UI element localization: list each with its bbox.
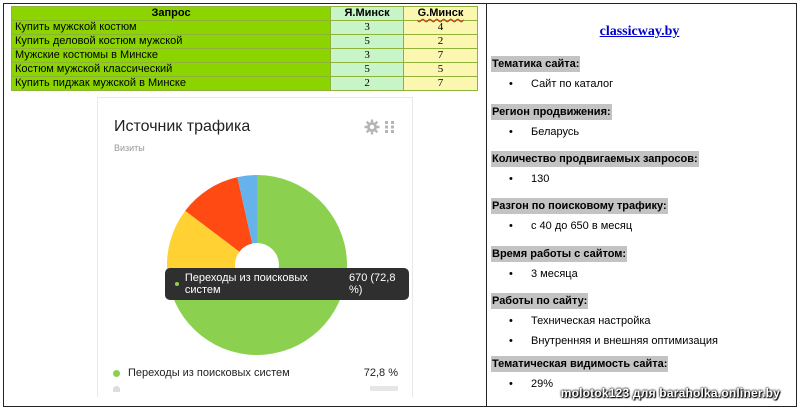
google-position-cell: 5	[403, 62, 478, 77]
gear-icon[interactable]	[364, 119, 380, 135]
section-list: с 40 до 650 в месяц	[491, 218, 668, 234]
section-traffic-growth: Разгон по поисковому трафику: с 40 до 65…	[491, 198, 668, 238]
section-visibility: Тематическая видимость сайта: 29%	[491, 356, 669, 396]
watermark: molotok123 для baraholka.onliner.by	[560, 386, 780, 400]
pie-slice-3[interactable]	[237, 175, 257, 244]
legend-color-dot	[113, 369, 120, 377]
table-row: Купить пиджак мужской в Минске 2 7	[10, 76, 478, 91]
table-row: Мужские костюмы в Минске 3 7	[10, 48, 478, 63]
list-item: 29%	[491, 376, 668, 392]
site-link[interactable]: classicway.by	[599, 24, 680, 39]
list-item: Сайт по каталог	[491, 76, 613, 92]
widget-title: Источник трафика	[114, 118, 251, 135]
table-row: Купить мужской костюм 3 4	[10, 20, 478, 35]
yandex-position-cell: 5	[330, 34, 405, 49]
list-item: Техническая настройка	[491, 313, 718, 329]
table-row: Купить деловой костюм мужской 5 2	[10, 34, 478, 49]
list-item: Беларусь	[491, 124, 612, 140]
query-cell: Костюм мужской классический	[10, 62, 332, 77]
section-query-count: Количество продвигаемых запросов: 130	[491, 151, 699, 191]
section-list: 130	[491, 171, 699, 187]
tooltip-label: Переходы из поисковых систем	[184, 272, 308, 296]
section-topic: Тематика сайта: Сайт по каталог	[491, 56, 613, 96]
query-cell: Купить мужской костюм	[10, 20, 332, 35]
legend-color-dot	[113, 386, 120, 392]
list-item: с 40 до 650 в месяц	[491, 218, 668, 234]
list-item: 3 месяца	[491, 266, 627, 282]
traffic-source-widget: Источник трафика Визиты	[97, 97, 413, 397]
table-row: Костюм мужской классический 5 5	[10, 62, 478, 77]
traffic-pie-chart	[167, 175, 347, 355]
keyword-positions-table: Запрос Я.Минск G.Минск Купить мужской ко…	[10, 6, 478, 91]
drag-handle-icon[interactable]	[385, 121, 395, 133]
list-item: Внутренняя и внешняя оптимизация	[491, 333, 718, 349]
pie-slice-1[interactable]	[167, 210, 240, 278]
widget-subtitle: Визиты	[114, 143, 145, 153]
google-position-cell: 7	[403, 76, 478, 91]
header-google-minsk: G.Минск	[403, 6, 478, 21]
pie-slice-2[interactable]	[185, 177, 253, 252]
section-heading: Тематическая видимость сайта:	[491, 356, 669, 372]
yandex-position-cell: 3	[330, 20, 405, 35]
section-list: 3 месяца	[491, 266, 627, 282]
google-position-cell: 2	[403, 34, 478, 49]
yandex-position-cell: 5	[330, 62, 405, 77]
list-item: 130	[491, 171, 699, 187]
section-heading: Регион продвижения:	[491, 104, 612, 120]
header-query: Запрос	[10, 6, 332, 21]
query-cell: Мужские костюмы в Минске	[10, 48, 332, 63]
header-google-minsk-label: G.Минск	[417, 7, 464, 19]
legend-value: 72,8 %	[363, 367, 398, 379]
section-region: Регион продвижения: Беларусь	[491, 104, 612, 144]
section-heading: Время работы с сайтом:	[491, 246, 628, 262]
query-cell: Купить пиджак мужской в Минске	[10, 76, 332, 91]
report-frame	[3, 3, 797, 407]
query-cell: Купить деловой костюм мужской	[10, 34, 332, 49]
section-list: Техническая настройка Внутренняя и внешн…	[491, 313, 718, 349]
section-site-work: Работы по сайту: Техническая настройка В…	[491, 293, 718, 353]
section-list: 29%	[491, 376, 668, 392]
legend-value-cut-off	[370, 386, 398, 391]
chart-tooltip: Переходы из поисковых систем 670 (72,8 %…	[165, 268, 409, 300]
legend-label: Переходы из поисковых систем	[128, 367, 290, 379]
yandex-position-cell: 3	[330, 48, 405, 63]
section-work-duration: Время работы с сайтом: 3 месяца	[491, 246, 628, 286]
legend-item-cut-off	[113, 386, 398, 392]
google-position-cell: 4	[403, 20, 478, 35]
section-heading: Работы по сайту:	[491, 293, 589, 309]
section-list: Сайт по каталог	[491, 76, 613, 92]
yandex-position-cell: 2	[330, 76, 405, 91]
section-heading: Тематика сайта:	[491, 56, 581, 72]
google-position-cell: 7	[403, 48, 478, 63]
pie-slice-0[interactable]	[167, 175, 347, 355]
header-yandex-minsk: Я.Минск	[330, 6, 405, 21]
tooltip-color-dot	[175, 282, 179, 286]
section-list: Беларусь	[491, 124, 612, 140]
table-header-row: Запрос Я.Минск G.Минск	[10, 6, 478, 21]
section-heading: Количество продвигаемых запросов:	[491, 151, 699, 167]
section-heading: Разгон по поисковому трафику:	[491, 198, 668, 214]
column-divider	[486, 3, 487, 407]
tooltip-value: 670 (72,8 %)	[348, 272, 396, 296]
legend-item[interactable]: Переходы из поисковых систем 72,8 %	[113, 367, 398, 379]
